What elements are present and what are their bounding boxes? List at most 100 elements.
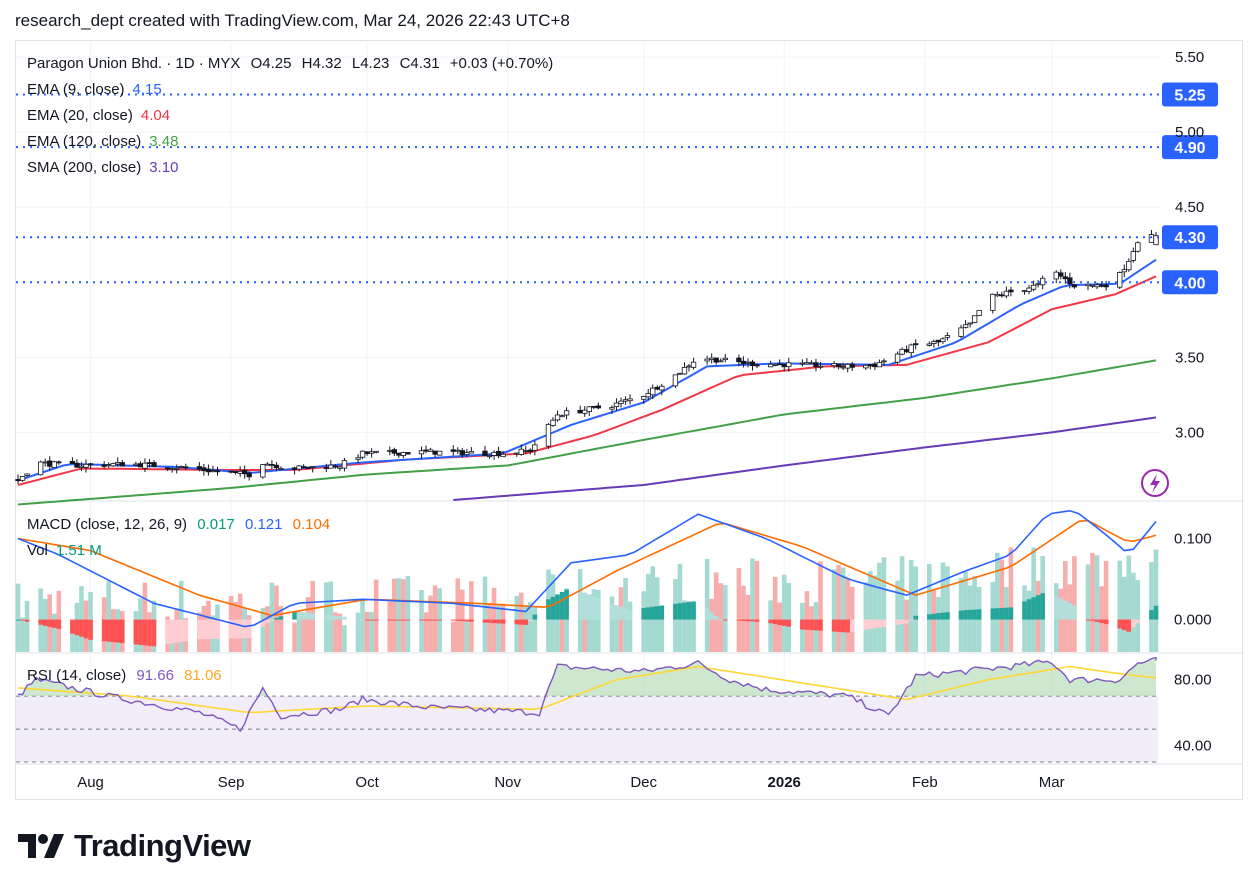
candle-body	[246, 472, 252, 478]
macd-hist-bar	[106, 619, 111, 642]
macd-hist-bar	[183, 619, 189, 642]
macd-hist-bar	[614, 605, 619, 620]
legend-ema120: EMA (120, close) 3.48	[27, 133, 184, 150]
candle-body	[174, 467, 180, 470]
volume-bar	[51, 613, 57, 652]
volume-bar	[818, 561, 823, 652]
volume-bar	[1131, 572, 1136, 652]
candle-body	[1135, 242, 1141, 252]
price-level-badge	[1162, 135, 1218, 160]
candle-body	[903, 349, 910, 353]
macd-hist-bar	[24, 619, 30, 622]
macd-hist-bar	[931, 613, 937, 620]
legend-macd: MACD (close, 12, 26, 9) 0.017 0.121 0.10…	[27, 516, 336, 533]
candle-body	[808, 362, 815, 365]
candle-body	[1126, 260, 1132, 271]
volume-bar	[940, 562, 946, 652]
macd-hist-bar	[469, 619, 474, 622]
volume-bar	[482, 576, 488, 652]
price-tick-label: 3.50	[1175, 349, 1204, 366]
candle-body	[845, 363, 851, 369]
candle-body	[1035, 283, 1041, 286]
macd-hist-bar	[881, 619, 887, 627]
volume-bar	[682, 600, 687, 652]
candle-body	[323, 467, 329, 470]
macd-hist-bar	[1035, 595, 1041, 620]
macd-hist-bar	[945, 612, 950, 620]
macd-hist-bar	[1026, 599, 1032, 620]
macd-hist-bar	[151, 619, 157, 647]
indicator-icon[interactable]	[1141, 469, 1169, 497]
macd-hist-bar	[927, 614, 932, 620]
macd-hist-bar	[1063, 600, 1068, 620]
macd-hist-bar	[559, 592, 565, 620]
candle-body	[201, 467, 207, 472]
volume-bar	[596, 589, 601, 652]
candle-body	[767, 363, 774, 368]
volume-bar	[1026, 590, 1032, 652]
macd-hist-bar	[364, 619, 370, 621]
macd-hist-bar	[904, 619, 909, 624]
candle-body	[482, 450, 488, 456]
macd-hist-bar	[496, 619, 501, 624]
candle-body	[622, 399, 629, 402]
volume-bar	[360, 599, 365, 652]
volume-bar	[1085, 564, 1091, 652]
macd-hist-bar	[777, 619, 782, 625]
macd-hist-bar	[1153, 605, 1159, 620]
macd-hist-bar	[849, 619, 855, 632]
volume-bar	[840, 567, 846, 652]
volume-bar	[405, 575, 411, 652]
candle-body	[455, 449, 461, 452]
candle-body	[709, 357, 715, 360]
legend-rsi: RSI (14, close) 91.66 81.06	[27, 667, 228, 684]
macd-hist-bar	[596, 597, 601, 620]
candle-body	[545, 424, 552, 447]
tradingview-logo: TradingView	[18, 828, 251, 864]
volume-bar	[709, 598, 714, 652]
macd-hist-bar	[174, 619, 179, 643]
volume-bar	[627, 601, 633, 652]
ohlc-low: L4.23	[351, 55, 390, 72]
candle-body	[786, 362, 792, 368]
macd-hist-bar	[840, 619, 846, 633]
macd-hist-bar	[482, 619, 488, 623]
macd-hist-bar	[940, 612, 946, 620]
rsi-ma-line	[17, 665, 1157, 714]
grid	[16, 42, 1242, 765]
macd-hist-bar	[514, 619, 520, 625]
candle-body	[500, 453, 506, 458]
macd-hist-bar	[528, 619, 533, 621]
candle-body	[228, 470, 234, 473]
candle-body	[527, 449, 534, 453]
candle-body	[264, 463, 271, 466]
candle-body	[595, 405, 602, 409]
macd-hist-bar	[627, 609, 633, 620]
volume-bar	[777, 602, 782, 652]
candle-body	[745, 361, 751, 364]
volume-bar	[496, 603, 501, 652]
candle-body	[427, 449, 434, 452]
macd-hist-bar	[786, 619, 792, 627]
price-level-label: 4.00	[1174, 275, 1205, 292]
macd-hist-bar	[877, 619, 882, 628]
macd-hist-bar	[976, 609, 982, 620]
macd-hist-bar	[673, 603, 678, 620]
candle-body	[101, 464, 107, 467]
candle-body	[74, 462, 80, 468]
macd-hist-bar	[201, 619, 207, 640]
macd-hist-bar	[165, 619, 170, 645]
macd-hist-bar	[387, 619, 393, 621]
volume-bar	[455, 578, 461, 652]
macd-hist-bar	[1031, 597, 1036, 620]
candle-body	[835, 363, 842, 368]
macd-hist-bar	[650, 606, 656, 620]
rsi-overbought-fill	[18, 657, 1156, 697]
rsi-background	[16, 695, 1158, 763]
macd-hist-bar	[999, 607, 1005, 620]
volume-bar	[355, 612, 361, 652]
volume-bar	[450, 621, 456, 652]
macd-hist-bar	[1058, 598, 1064, 620]
candle-body	[1053, 271, 1059, 280]
